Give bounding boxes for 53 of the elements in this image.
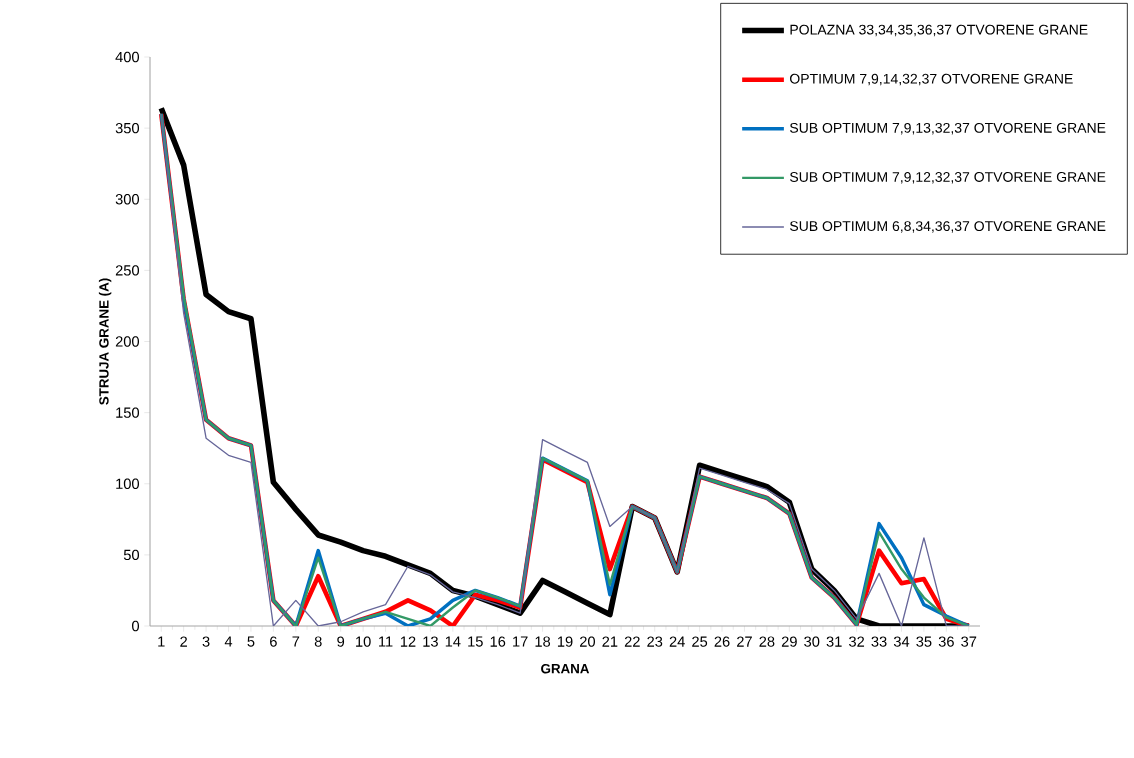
x-tick-label: 36 [938,636,954,647]
x-tick-label: 13 [423,636,438,647]
x-tick-label: 15 [468,636,483,647]
x-tick-label: 18 [535,636,551,647]
x-tick-label: 25 [692,636,708,647]
x-tick-label: 34 [893,636,910,647]
x-tick-label: 1 [158,636,165,647]
x-tick-label: 37 [961,636,977,647]
x-tick-label: 26 [714,636,730,647]
x-tick-label: 10 [356,636,371,647]
x-tick-label: 31 [826,636,842,647]
x-tick-label: 30 [804,636,820,647]
legend-label: SUB OPTIMUM 6,8,34,36,37 OTVORENE GRANE [789,221,1106,233]
legend-label: POLAZNA 33,34,35,36,37 OTVORENE GRANE [790,24,1088,37]
x-tick-label: 22 [624,636,640,647]
x-tick-label: 27 [737,636,752,647]
x-tick-label: 5 [247,636,255,647]
x-tick-label: 4 [224,636,233,647]
y-tick-label: 0 [132,620,140,632]
x-tick-label: 3 [202,636,210,647]
x-tick-label: 17 [513,636,528,647]
x-tick-label: 28 [759,636,775,647]
x-tick-label: 24 [669,636,685,647]
x-tick-label: 21 [602,636,618,647]
x-tick-label: 32 [849,636,865,647]
x-tick-label: 7 [292,636,300,647]
x-tick-label: 23 [647,636,663,647]
x-axis-title: GRANA [541,663,590,674]
y-tick-label: 400 [115,51,140,63]
y-tick-label: 150 [116,407,140,418]
x-tick-label: 12 [400,636,416,647]
y-tick-label: 100 [116,478,140,489]
y-tick-label: 300 [115,194,140,205]
x-tick-label: 20 [580,636,595,647]
x-tick-label: 35 [916,636,932,647]
y-tick-label: 250 [115,265,140,276]
x-tick-label: 19 [557,636,573,647]
y-tick-label: 50 [123,549,140,561]
y-axis-title: STRUJA GRANE (A) [98,278,112,405]
legend-label: OPTIMUM 7,9,14,32,37 OTVORENE GRANE [790,73,1073,86]
x-tick-label: 2 [180,636,187,647]
x-tick-label: 14 [445,636,461,647]
x-tick-label: 33 [871,636,887,647]
legend-label: SUB OPTIMUM 7,9,12,32,37 OTVORENE GRANE [789,172,1106,184]
y-tick-label: 350 [115,122,140,134]
legend-label: SUB OPTIMUM 7,9,13,32,37 OTVORENE GRANE [789,122,1106,135]
x-tick-label: 9 [337,636,345,647]
x-tick-label: 8 [314,636,322,647]
x-tick-label: 16 [490,636,506,647]
y-tick-label: 200 [115,336,140,347]
x-tick-label: 29 [781,636,797,647]
x-tick-label: 11 [379,636,393,647]
x-tick-label: 6 [270,636,277,647]
